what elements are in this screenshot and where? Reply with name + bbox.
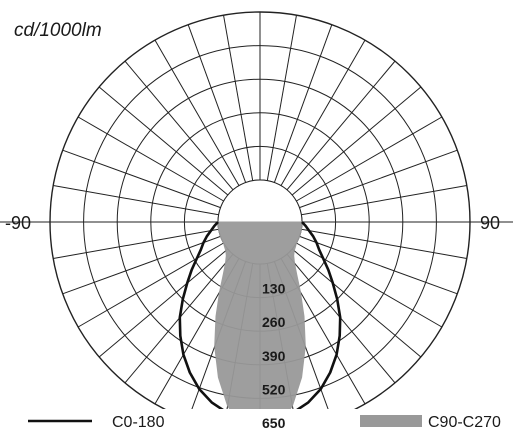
angle-label-left: -90 [5, 213, 31, 233]
series-line-0 [178, 221, 342, 409]
unit-label: cd/1000lm [14, 20, 102, 41]
grid-spoke [291, 86, 422, 196]
grid-spoke [187, 24, 247, 183]
ring-label: 650 [262, 415, 286, 430]
series-fill-1 [214, 221, 306, 409]
grid-spoke [62, 235, 221, 295]
legend-label-c0-180: C0-180 [112, 414, 165, 430]
grid-spoke [77, 242, 224, 328]
legend-label-c90-c270: C90-C270 [428, 414, 501, 430]
grid-spoke [291, 248, 422, 358]
legend-swatch-fill [360, 415, 422, 427]
label-layer: 130 260 390 520 650 [262, 281, 286, 430]
grid-spoke [296, 116, 443, 202]
grid-spoke [77, 116, 224, 202]
grid-spoke [62, 149, 221, 209]
grid-spoke [286, 60, 396, 191]
grid-spoke [266, 15, 297, 181]
grid-spoke [98, 86, 229, 196]
grid-spoke [296, 242, 443, 328]
grid-spoke [301, 185, 467, 216]
ring-label: 520 [262, 381, 286, 397]
ring-label: 260 [262, 314, 286, 330]
grid-spoke [124, 60, 234, 191]
legend: C0-180 C90-C270 [28, 414, 501, 430]
series-layer [178, 221, 342, 409]
grid-spoke [299, 149, 458, 209]
grid-spoke [273, 24, 333, 183]
grid-spoke [98, 248, 229, 358]
ring-label: 130 [262, 281, 286, 297]
grid-spoke [299, 235, 458, 295]
grid-spoke [301, 228, 467, 259]
grid-spoke [53, 228, 219, 259]
grid-spoke [154, 39, 240, 186]
ring-label: 390 [262, 348, 286, 364]
angle-label-right: 90 [480, 213, 500, 233]
grid-spoke [53, 185, 219, 216]
grid-spoke [223, 15, 254, 181]
grid-spoke [280, 39, 366, 186]
